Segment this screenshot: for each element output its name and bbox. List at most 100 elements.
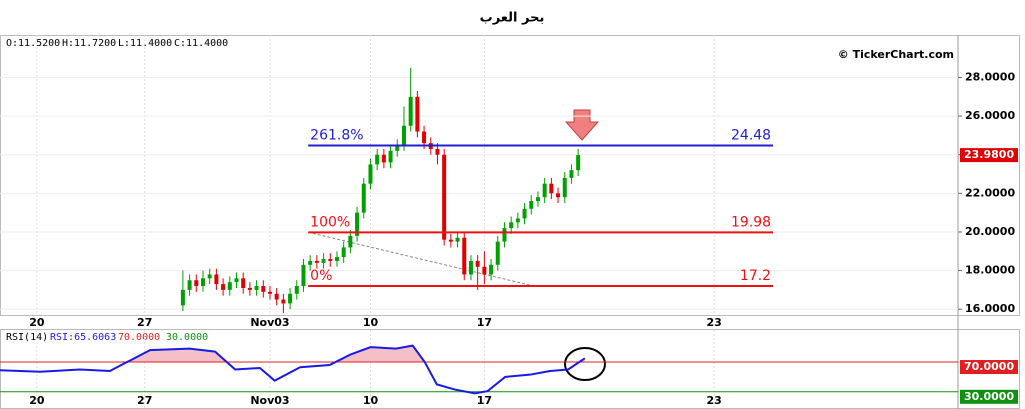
x-tick-label: 10 xyxy=(363,316,379,329)
candle-body xyxy=(314,260,319,263)
x-tick-label: 27 xyxy=(137,394,152,407)
candle-body xyxy=(562,177,567,198)
rsi-level-label: 30.0000 xyxy=(166,332,208,343)
candle-body xyxy=(556,193,561,198)
candle-body xyxy=(221,284,226,290)
candle-body xyxy=(321,259,326,263)
candle-body xyxy=(281,299,286,304)
candle-body xyxy=(401,125,406,146)
x-tick-label: 20 xyxy=(29,316,45,329)
candle-body xyxy=(328,259,333,261)
candle-body xyxy=(267,291,272,294)
candle-body xyxy=(395,145,400,151)
candle-body xyxy=(529,201,534,209)
price-plot xyxy=(180,67,581,314)
candle-body xyxy=(482,266,487,275)
fib-label: 261.8% xyxy=(310,127,363,143)
rsi-title: RSI(14) xyxy=(6,332,48,343)
candle-body xyxy=(535,197,540,202)
y-tick-label: 26.0000 xyxy=(965,109,1015,122)
rsi-level-label: 70.0000 xyxy=(118,332,160,343)
candle-body xyxy=(241,278,246,288)
ohlc-high: H:11.7200 xyxy=(62,38,116,49)
candle-body xyxy=(361,183,366,213)
x-tick-label: Nov03 xyxy=(250,394,289,407)
main-panel xyxy=(0,35,1020,316)
rsi-level-axis-label: 70.0000 xyxy=(964,360,1014,373)
candle-body xyxy=(475,260,480,267)
fib-label: 0% xyxy=(310,268,332,284)
candle-body xyxy=(549,183,554,194)
candle-body xyxy=(254,286,259,290)
x-tick-label: 27 xyxy=(137,316,152,329)
candle-body xyxy=(180,289,185,306)
candle-body xyxy=(515,218,520,223)
circle-annotation xyxy=(564,347,606,381)
candle-body xyxy=(455,237,460,242)
candle-body xyxy=(207,274,212,279)
candle-body xyxy=(355,212,360,236)
candle-body xyxy=(294,286,299,294)
candle-body xyxy=(234,278,239,283)
candle-body xyxy=(422,131,427,144)
candle-body xyxy=(468,260,473,275)
candle-body xyxy=(200,278,205,287)
y-tick-label: 18.0000 xyxy=(965,264,1015,277)
rsi-level-box xyxy=(960,389,1018,404)
candle-body xyxy=(308,260,313,265)
candle-body xyxy=(375,154,380,165)
candle-body xyxy=(415,96,420,132)
last-price-box xyxy=(960,148,1018,163)
candle-body xyxy=(288,293,293,304)
x-tick-label: 10 xyxy=(363,394,379,407)
y-tick-label: 16.0000 xyxy=(965,302,1015,315)
rsi-level-box xyxy=(960,360,1018,375)
candle-body xyxy=(214,274,219,285)
candle-body xyxy=(261,286,266,292)
y-tick-label: 22.0000 xyxy=(965,186,1015,199)
candle-body xyxy=(495,241,500,265)
candle-body xyxy=(442,154,447,240)
candle-body xyxy=(388,150,393,163)
candle-body xyxy=(448,239,453,242)
candle-body xyxy=(368,164,373,184)
fib-value-label: 17.2 xyxy=(740,268,771,284)
candle-body xyxy=(334,257,339,261)
candle-body xyxy=(274,293,279,300)
ohlc-open: O:11.5200 xyxy=(6,38,60,49)
candle-body xyxy=(381,154,386,163)
candle-body xyxy=(301,264,306,287)
candle-body xyxy=(435,148,440,155)
candle-body xyxy=(569,170,574,178)
chart-title: بحر العرب xyxy=(480,11,545,26)
candle-body xyxy=(522,208,527,219)
rsi-overbought-fill xyxy=(0,345,585,363)
x-tick-label: 23 xyxy=(706,394,721,407)
rsi-level-axis-label: 30.0000 xyxy=(964,390,1014,403)
candle-body xyxy=(542,183,547,198)
candle-body xyxy=(247,287,252,290)
rsi-label: RSI:65.6063 xyxy=(50,332,116,343)
candle-body xyxy=(227,282,232,290)
rsi-line xyxy=(0,344,586,395)
candle-body xyxy=(341,247,346,258)
candle-body xyxy=(194,280,199,287)
fib-value-label: 19.98 xyxy=(731,214,771,230)
candle-body xyxy=(187,280,192,290)
candle-body xyxy=(489,264,494,275)
fib-label: 100% xyxy=(310,214,350,230)
ohlc-close: C:11.4000 xyxy=(174,38,228,49)
y-tick-label: 20.0000 xyxy=(965,225,1015,238)
candle-body xyxy=(408,96,413,126)
candle-body xyxy=(576,155,581,171)
x-tick-label: 20 xyxy=(29,394,45,407)
x-tick-label: 17 xyxy=(477,394,492,407)
x-tick-label: 17 xyxy=(477,316,492,329)
fib-value-label: 24.48 xyxy=(731,127,771,143)
last-price-label: 23.9800 xyxy=(964,148,1014,161)
candle-body xyxy=(462,237,467,275)
candle-body xyxy=(502,228,507,242)
candle-body xyxy=(509,222,514,229)
